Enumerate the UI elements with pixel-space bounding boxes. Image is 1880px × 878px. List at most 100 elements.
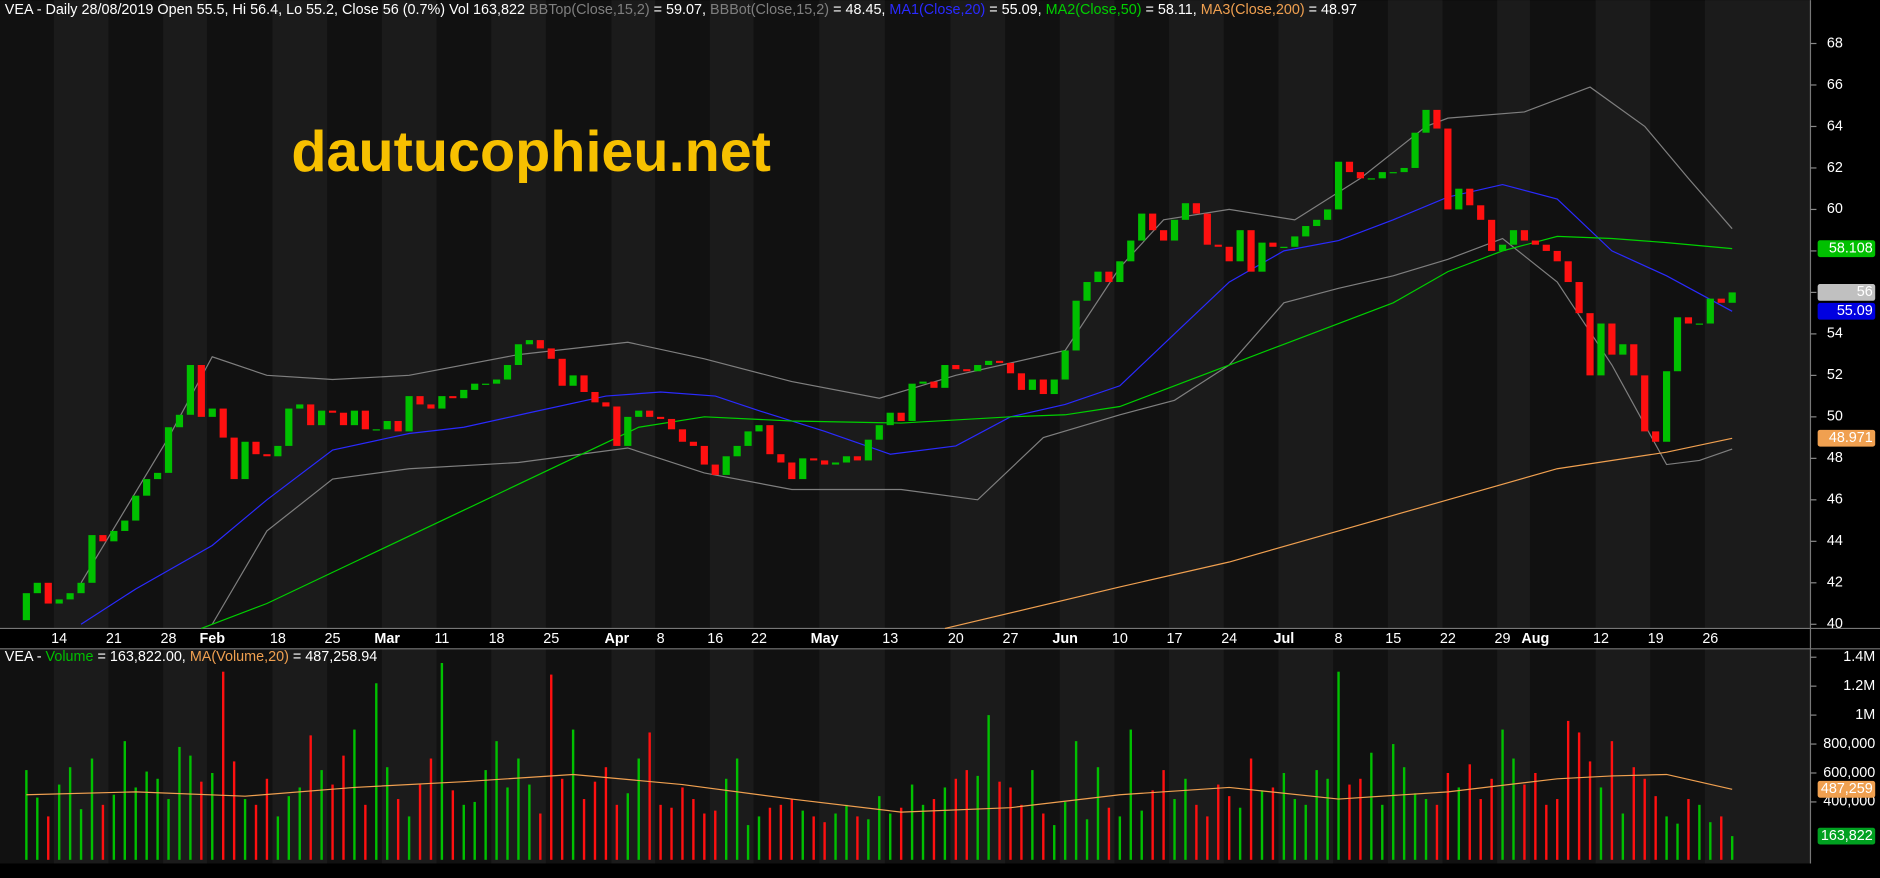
volume-bar <box>145 771 148 860</box>
volume-bar <box>1118 816 1122 860</box>
x-tick-label: 18 <box>489 631 505 647</box>
band <box>819 648 885 864</box>
volume-bar <box>615 804 619 860</box>
x-tick-label: 22 <box>1440 631 1456 647</box>
candle <box>1334 161 1343 210</box>
candle <box>952 365 960 370</box>
volume-bar <box>1009 787 1012 860</box>
candle <box>1717 298 1725 303</box>
volume-bar <box>812 816 815 860</box>
candle <box>1531 240 1539 245</box>
candle <box>821 460 829 465</box>
candle <box>427 404 435 409</box>
volume-bar <box>298 787 301 860</box>
candle <box>416 396 424 405</box>
volume-bar <box>1709 822 1712 860</box>
y-tick-label: 50 <box>1827 409 1843 425</box>
x-tick-label: 15 <box>1385 631 1401 647</box>
value-marker <box>1817 240 1876 258</box>
value-marker-label: 487,259 <box>1821 781 1873 797</box>
y-tick-label: 68 <box>1827 35 1843 51</box>
candle <box>22 593 30 621</box>
volume-bar <box>1217 784 1220 860</box>
x-tick-label: 28 <box>161 631 177 647</box>
y-tick-label: 44 <box>1827 533 1843 549</box>
volume-bar <box>856 816 859 860</box>
volume-bar <box>1260 790 1264 860</box>
candle <box>864 439 872 461</box>
header-segment: BBBot(Close,15,2) <box>710 2 829 18</box>
volume-bar <box>1392 744 1395 860</box>
candle <box>1181 203 1190 220</box>
candle <box>1378 172 1386 179</box>
x-tick-label: 19 <box>1648 631 1664 647</box>
volume-bar <box>1184 778 1187 860</box>
candle <box>1116 261 1124 283</box>
volume-bar <box>506 787 509 860</box>
volume-bar <box>1413 793 1417 860</box>
volume-bar <box>473 801 476 860</box>
volume-bar <box>320 770 323 860</box>
candle <box>1313 219 1321 227</box>
candle <box>1159 230 1168 241</box>
volume-bar <box>36 797 39 860</box>
value-marker <box>1817 284 1876 301</box>
candle <box>328 410 337 413</box>
volume-bar <box>1610 741 1614 860</box>
volume-bar <box>1468 764 1471 860</box>
volume-bar <box>834 813 837 860</box>
candle <box>1477 205 1485 220</box>
x-tick-label: 26 <box>1702 631 1718 647</box>
y-tick-label: 40 <box>1827 616 1843 632</box>
candle <box>438 396 446 409</box>
volume-bar <box>845 804 848 860</box>
x-tick-label: 29 <box>1495 631 1511 647</box>
candle <box>1170 219 1179 241</box>
volume-bar <box>1512 758 1515 860</box>
candle <box>536 340 544 349</box>
candle <box>1662 371 1671 442</box>
candle <box>44 582 52 604</box>
candle <box>602 402 610 407</box>
volume-bar <box>386 767 389 860</box>
volume-bar <box>757 816 761 860</box>
x-tick-label: 8 <box>657 631 665 647</box>
candle <box>1280 246 1288 248</box>
candle <box>886 412 894 426</box>
volume-bar <box>659 804 662 860</box>
candle <box>788 462 796 480</box>
band <box>950 0 1006 629</box>
candle <box>77 582 85 594</box>
volume-bar <box>1096 767 1100 860</box>
volume-bar <box>1566 720 1570 860</box>
volume-bar <box>1140 810 1143 860</box>
candle <box>1269 242 1277 247</box>
band <box>1387 0 1443 629</box>
candle <box>1072 300 1080 351</box>
candle <box>777 454 785 463</box>
candle <box>875 425 883 440</box>
volume-bar <box>1271 787 1275 860</box>
header-segment: = 59.07, <box>650 2 710 18</box>
candle <box>1498 244 1507 251</box>
y-tick-label: 46 <box>1827 492 1843 508</box>
candle <box>132 495 140 521</box>
candle <box>405 396 413 432</box>
volume-bar <box>790 799 794 860</box>
candle <box>1444 128 1452 210</box>
candle <box>1466 188 1474 206</box>
volume-bar <box>1665 816 1668 860</box>
volume-bar <box>921 804 925 860</box>
candle <box>372 429 380 431</box>
volume-bar <box>484 770 487 860</box>
volume-bar <box>440 663 444 860</box>
volume-bar <box>670 807 673 860</box>
candle <box>1553 250 1561 262</box>
volume-bar <box>1534 772 1537 860</box>
value-marker <box>1817 302 1876 320</box>
candle <box>230 437 238 480</box>
volume-bar <box>1730 836 1734 860</box>
volume-bar <box>1556 799 1559 860</box>
candle <box>1652 431 1660 442</box>
volume-bar <box>626 793 629 860</box>
